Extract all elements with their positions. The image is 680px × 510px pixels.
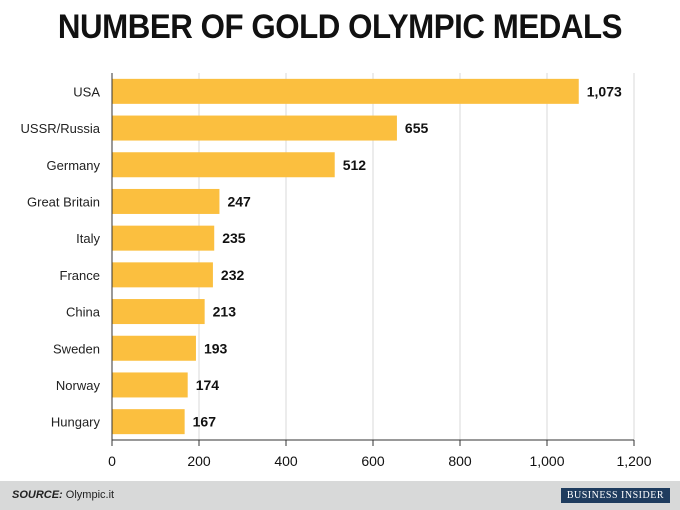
bar bbox=[112, 335, 196, 361]
value-label: 235 bbox=[222, 230, 246, 246]
value-label: 512 bbox=[343, 157, 367, 173]
bar bbox=[112, 262, 213, 288]
value-label: 232 bbox=[221, 267, 245, 283]
bar bbox=[112, 409, 185, 435]
category-label: Norway bbox=[56, 378, 101, 393]
bars bbox=[112, 78, 579, 435]
category-label: France bbox=[60, 268, 100, 283]
x-tick-label: 400 bbox=[274, 453, 298, 469]
x-tick-label: 1,200 bbox=[616, 453, 651, 469]
value-label: 193 bbox=[204, 340, 228, 356]
value-label: 655 bbox=[405, 120, 429, 136]
x-axis: 0 200 400 600 800 1,000 1,200 bbox=[108, 73, 652, 469]
source-text: Olympic.it bbox=[65, 489, 115, 501]
value-label: 213 bbox=[213, 304, 237, 320]
value-label: 174 bbox=[196, 377, 220, 393]
category-label: China bbox=[66, 305, 101, 320]
x-tick-label: 600 bbox=[361, 453, 385, 469]
bar bbox=[112, 115, 397, 141]
category-label: Germany bbox=[47, 158, 101, 173]
x-tick-label: 1,000 bbox=[529, 453, 564, 469]
value-label: 167 bbox=[193, 414, 217, 430]
bar bbox=[112, 152, 335, 178]
value-label: 1,073 bbox=[587, 83, 622, 99]
footer: SOURCE: Olympic.it BUSINESS INSIDER bbox=[0, 481, 680, 510]
category-label: Great Britain bbox=[27, 194, 100, 209]
source-prefix: SOURCE: bbox=[12, 489, 63, 501]
value-label: 247 bbox=[227, 193, 251, 209]
x-tick-label: 800 bbox=[448, 453, 472, 469]
category-label: USSR/Russia bbox=[21, 121, 101, 136]
x-tick-label: 200 bbox=[187, 453, 211, 469]
bar bbox=[112, 372, 188, 398]
bar bbox=[112, 78, 579, 104]
category-labels: USA USSR/Russia Germany Great Britain Italy F… bbox=[21, 84, 101, 429]
source-note: SOURCE: Olympic.it bbox=[12, 489, 114, 501]
value-labels: 1,073 655 512 247 235 232 213 193 174 167 bbox=[193, 83, 622, 429]
bar-chart: USA USSR/Russia Germany Great Britain Italy F… bbox=[21, 73, 652, 469]
category-label: Italy bbox=[76, 231, 100, 246]
bar bbox=[112, 225, 215, 251]
brand-logo: BUSINESS INSIDER bbox=[560, 488, 670, 503]
category-label: Sweden bbox=[53, 341, 100, 356]
bar bbox=[112, 188, 220, 214]
bar bbox=[112, 299, 205, 325]
chart-title: NUMBER OF GOLD OLYMPIC MEDALS bbox=[57, 8, 623, 46]
category-label: Hungary bbox=[51, 415, 101, 430]
x-tick-label: 0 bbox=[108, 453, 116, 469]
category-label: USA bbox=[73, 84, 100, 99]
